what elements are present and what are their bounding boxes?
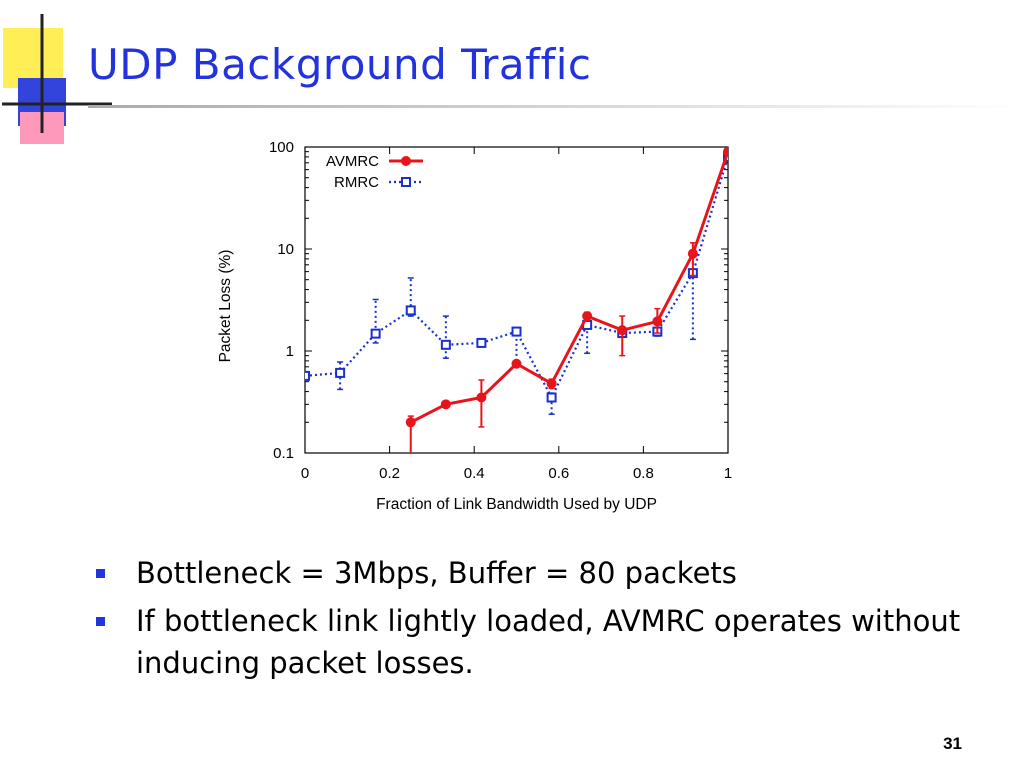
bullet-item: If bottleneck link lightly loaded, AVMRC… — [96, 600, 976, 684]
data-point — [652, 316, 663, 327]
title-divider — [88, 105, 1024, 108]
data-point — [617, 325, 628, 336]
chart-legend: AVMRC RMRC — [326, 153, 423, 191]
packet-loss-chart: 0.1 1 10 100 0 0.2 0.4 0.6 0.8 1 Fraction of Link … — [217, 139, 732, 513]
chart-axes: 0.1 1 10 100 0 0.2 0.4 0.6 0.8 1 Fraction of Link … — [217, 139, 732, 513]
data-point — [546, 378, 557, 389]
chart-series — [305, 147, 728, 453]
data-point — [511, 358, 522, 369]
x-tick-label: 0 — [301, 465, 309, 482]
legend-label: RMRC — [334, 174, 379, 191]
legend-marker — [401, 177, 411, 187]
data-point — [440, 399, 451, 410]
data-point — [335, 367, 346, 378]
data-point — [405, 417, 416, 428]
data-point — [687, 248, 698, 259]
slide-title: UDP Background Traffic — [88, 40, 592, 89]
bullet-marker — [96, 617, 105, 626]
data-point — [511, 326, 522, 337]
data-point — [440, 339, 451, 350]
data-point — [305, 370, 310, 381]
series-avmrc — [405, 147, 728, 453]
series-line — [410, 151, 728, 424]
plot-frame — [304, 146, 729, 454]
legend-label: AVMRC — [326, 153, 379, 170]
data-point — [370, 328, 381, 339]
page-number: 31 — [943, 734, 962, 753]
data-point — [476, 392, 487, 403]
x-tick-label: 0.4 — [464, 465, 485, 482]
y-tick-label: 100 — [269, 139, 294, 156]
data-point — [582, 311, 593, 322]
data-point — [546, 392, 557, 403]
y-tick-label: 1 — [286, 343, 294, 360]
data-point — [405, 305, 416, 316]
bullet-text: Bottleneck = 3Mbps, Buffer = 80 packets — [136, 556, 737, 590]
data-point — [476, 337, 487, 348]
x-tick-label: 0.8 — [633, 465, 654, 482]
data-point — [723, 147, 728, 157]
series-rmrc — [305, 151, 728, 415]
legend-marker — [401, 156, 411, 166]
x-tick-label: 1 — [724, 465, 732, 482]
bullet-item: Bottleneck = 3Mbps, Buffer = 80 packets — [96, 552, 976, 594]
bullet-list: Bottleneck = 3Mbps, Buffer = 80 packets … — [96, 552, 976, 690]
x-axis-label: Fraction of Link Bandwidth Used by UDP — [376, 496, 657, 513]
y-tick-label: 0.1 — [273, 445, 294, 462]
y-tick-label: 10 — [277, 241, 294, 258]
bullet-text: If bottleneck link lightly loaded, AVMRC… — [136, 604, 961, 680]
x-tick-label: 0.6 — [548, 465, 569, 482]
x-tick-label: 0.2 — [379, 465, 400, 482]
y-axis-label: Packet Loss (%) — [217, 250, 234, 363]
slide-decoration — [2, 14, 112, 144]
bullet-marker — [96, 569, 105, 578]
